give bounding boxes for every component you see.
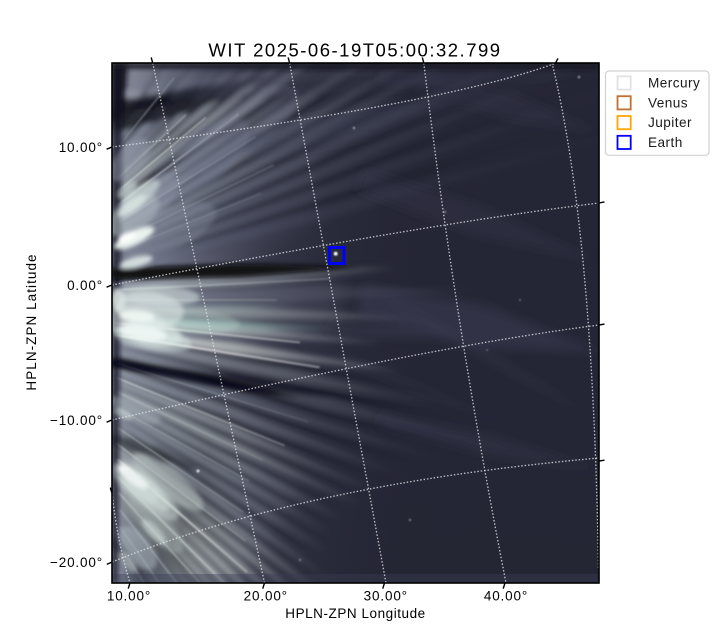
svg-text:−10.00°: −10.00° [50,413,103,428]
svg-text:30.00°: 30.00° [364,588,408,603]
svg-text:20.00°: 20.00° [244,588,288,603]
svg-text:−20.00°: −20.00° [50,555,103,570]
svg-text:40.00°: 40.00° [484,588,528,603]
svg-text:HPLN-ZPN Latitude: HPLN-ZPN Latitude [24,253,39,390]
svg-text:Mercury: Mercury [648,76,700,91]
svg-text:10.00°: 10.00° [59,140,103,155]
svg-text:WIT 2025-06-19T05:00:32.799: WIT 2025-06-19T05:00:32.799 [208,40,501,61]
svg-text:0.00°: 0.00° [67,278,103,293]
svg-text:Earth: Earth [648,135,683,150]
svg-text:Venus: Venus [648,95,688,110]
svg-text:HPLN-ZPN Longitude: HPLN-ZPN Longitude [285,606,425,621]
svg-text:10.00°: 10.00° [107,588,151,603]
svg-text:Jupiter: Jupiter [648,115,692,130]
